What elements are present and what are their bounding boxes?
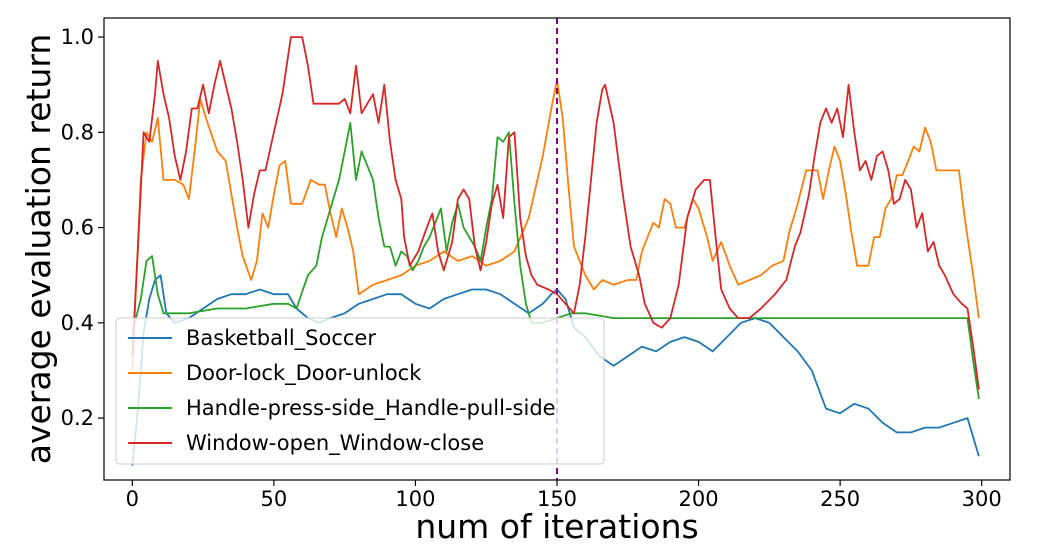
x-tick-label: 250 (820, 487, 860, 511)
series-line-4 (131, 36, 980, 390)
legend-entry-label: Door-lock_Door-unlock (186, 361, 422, 386)
legend-entry-label: Handle-press-side_Handle-pull-side (186, 396, 556, 421)
x-tick-label: 0 (126, 487, 139, 511)
x-tick-label: 300 (962, 487, 1002, 511)
x-tick-label: 100 (395, 487, 435, 511)
legend-box (115, 317, 605, 465)
legend-entry-label: Window-open_Window-close (186, 431, 484, 456)
series-line-2 (131, 79, 980, 371)
series-line-1 (131, 274, 980, 466)
legend: Basketball_Soccer Door-lock_Door-unlock Ha… (115, 317, 605, 465)
y-axis-label: average evaluation return (19, 34, 58, 465)
y-tick-label: 0.6 (61, 216, 94, 240)
y-tick-label: 0.8 (61, 120, 94, 144)
y-tick-label: 1.0 (61, 25, 94, 49)
y-tick-label: 0.4 (61, 311, 94, 335)
y-tick-label: 0.2 (61, 406, 94, 430)
x-axis-ticks: 0 50 100 150 200 250 300 (126, 480, 1002, 511)
series-lines (131, 36, 980, 466)
x-tick-label: 150 (537, 487, 577, 511)
x-tick-label: 200 (679, 487, 719, 511)
series-line-3 (131, 121, 980, 400)
x-axis-label: num of iterations (415, 507, 698, 546)
y-axis-ticks: 0.2 0.4 0.6 0.8 1.0 (61, 25, 104, 430)
x-tick-label: 50 (261, 487, 288, 511)
legend-entry-label: Basketball_Soccer (186, 326, 376, 351)
